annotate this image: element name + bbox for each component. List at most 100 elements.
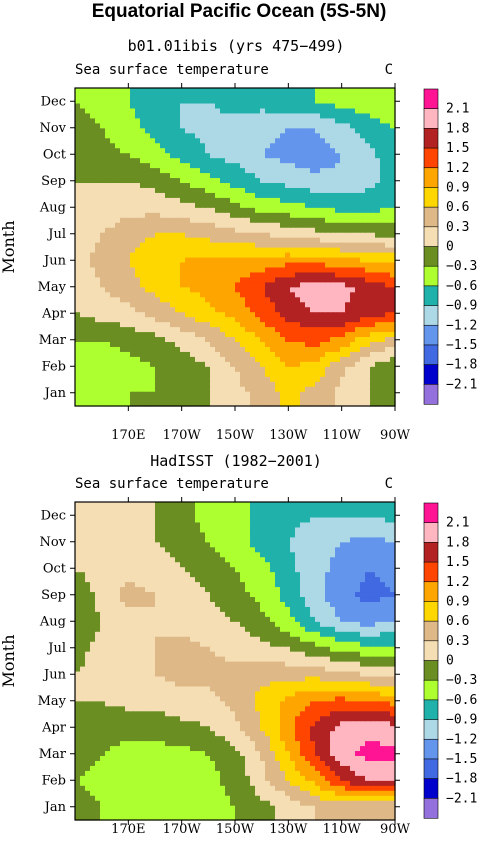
field-cell (155, 212, 161, 218)
field-cell (135, 760, 141, 766)
field-cell (350, 306, 356, 313)
field-cell (160, 321, 166, 328)
field-cell (300, 202, 306, 208)
field-cell (155, 371, 161, 377)
field-cell (175, 401, 181, 407)
field-cell (275, 251, 281, 258)
field-cell (90, 122, 96, 129)
field-cell (90, 760, 96, 766)
field-cell (110, 361, 116, 367)
field-cell (265, 401, 271, 407)
field-cell (385, 167, 391, 174)
field-cell (345, 376, 351, 382)
field-cell (365, 222, 371, 228)
field-cell (310, 197, 316, 203)
field-cell (140, 222, 146, 228)
field-cell (95, 770, 101, 776)
field-cell (325, 247, 331, 253)
field-cell (300, 296, 306, 303)
field-cell (80, 202, 86, 208)
field-cell (130, 286, 136, 293)
field-cell (110, 242, 116, 248)
field-cell (260, 247, 266, 253)
field-cell (375, 391, 381, 397)
field-cell (360, 117, 366, 124)
field-cell (75, 346, 81, 352)
field-cell (85, 132, 91, 139)
field-cell (300, 795, 306, 801)
field-cell (280, 346, 286, 352)
field-cell (290, 795, 296, 801)
field-cell (210, 351, 216, 357)
field-cell (165, 271, 171, 278)
field-cell (90, 376, 96, 382)
field-cell (125, 107, 131, 114)
field-cell (265, 107, 271, 114)
field-cell (345, 247, 351, 253)
field-cell (315, 207, 321, 213)
field-cell (210, 800, 216, 806)
field-cell (195, 281, 201, 288)
field-cell (280, 790, 286, 796)
field-cell (150, 321, 156, 328)
field-cell (100, 242, 106, 248)
field-cell (100, 371, 106, 377)
field-cell (345, 112, 351, 119)
field-cell (150, 242, 156, 248)
field-cell (140, 391, 146, 397)
field-cell (155, 217, 161, 223)
field-cell (260, 765, 266, 771)
field-cell (95, 92, 101, 99)
field-cell (305, 341, 311, 347)
field-cell (110, 276, 116, 283)
field-cell (105, 790, 111, 796)
field-cell (205, 152, 211, 159)
field-cell (385, 162, 391, 169)
field-cell (310, 760, 316, 766)
field-cell (340, 256, 346, 263)
field-cell (280, 222, 286, 228)
field-cell (145, 321, 151, 328)
field-cell (145, 142, 151, 149)
field-cell (140, 212, 146, 218)
field-cell (240, 127, 246, 134)
field-cell (205, 117, 211, 124)
field-cell (385, 251, 391, 258)
field-cell (390, 266, 396, 273)
field-cell (335, 810, 341, 816)
field-cell (100, 157, 106, 164)
field-cell (115, 291, 121, 298)
field-cell (100, 88, 106, 94)
field-cell (165, 117, 171, 124)
field-cell (235, 237, 241, 243)
field-cell (85, 291, 91, 298)
colorbar-label: −1.2 (446, 318, 477, 333)
field-cell (245, 251, 251, 258)
field-cell (320, 217, 326, 223)
field-cell (300, 261, 306, 268)
field-cell (370, 276, 376, 283)
field-cell (280, 247, 286, 253)
field-cell (135, 361, 141, 367)
field-cell (135, 251, 141, 258)
field-cell (290, 167, 296, 174)
field-cell (100, 207, 106, 213)
field-cell (175, 182, 181, 188)
field-cell (265, 167, 271, 174)
field-cell (295, 187, 301, 193)
field-cell (120, 765, 126, 771)
field-cell (250, 321, 256, 328)
field-cell (80, 296, 86, 303)
field-cell (305, 251, 311, 258)
field-cell (120, 800, 126, 806)
field-cell (305, 311, 311, 318)
field-cell (300, 197, 306, 203)
field-cell (265, 366, 271, 372)
field-cell (185, 381, 191, 387)
field-cell (280, 107, 286, 114)
field-cell (375, 122, 381, 129)
field-cell (240, 92, 246, 99)
field-cell (75, 351, 81, 357)
field-cell (360, 341, 366, 347)
field-cell (275, 142, 281, 149)
